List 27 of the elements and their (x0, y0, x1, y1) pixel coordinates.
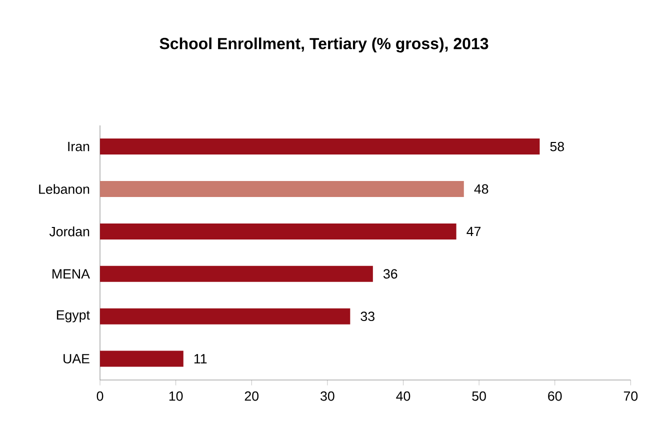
y-tick-label: MENA (52, 269, 90, 278)
x-tick-label: 10 (169, 391, 183, 401)
x-tick-label: 70 (624, 391, 638, 401)
bar (100, 181, 464, 197)
chart-title: School Enrollment, Tertiary (% gross), 2013 (160, 38, 488, 52)
bar (100, 138, 540, 155)
x-tick-label: 30 (320, 391, 334, 401)
data-label: 11 (194, 354, 207, 364)
data-label: 47 (466, 226, 481, 236)
bar (100, 308, 350, 324)
y-tick-label: UAE (64, 354, 90, 364)
x-tick-label: 0 (96, 391, 104, 401)
y-tick-label: Egypt (56, 310, 90, 322)
y-tick-label: Jordan (49, 226, 90, 236)
y-tick-label: Lebanon (39, 184, 90, 194)
bar (100, 266, 373, 282)
data-label: 48 (474, 184, 488, 194)
data-label: 58 (550, 142, 564, 152)
x-tick-label: 20 (244, 391, 259, 401)
data-label: 36 (383, 269, 398, 279)
x-tick-label: 60 (548, 391, 562, 401)
y-tick-label: Iran (68, 142, 90, 152)
bar (100, 350, 184, 367)
bar (100, 223, 456, 240)
x-tick-label: 40 (396, 391, 410, 401)
data-label: 33 (360, 312, 374, 322)
x-tick-label: 50 (472, 391, 486, 401)
